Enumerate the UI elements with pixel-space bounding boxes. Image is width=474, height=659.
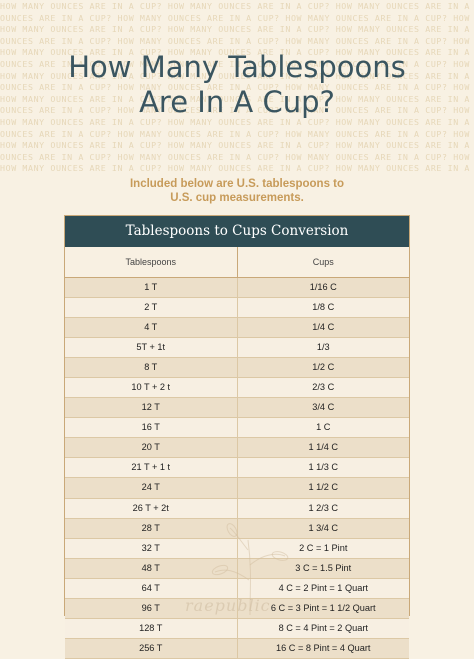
background-pattern-line: OUNCES ARE IN A CUP? HOW MANY OUNCES ARE… [0, 105, 474, 116]
tablespoons-cell: 21 T + 1 t [65, 458, 238, 478]
cups-cell: 3 C = 1.5 Pint [295, 562, 352, 573]
tablespoons-cell: 26 T + 2t [65, 498, 238, 518]
table-row: 26 T + 2t 1 2/3 C [65, 498, 409, 519]
watermark-text: raepublic [185, 596, 271, 615]
background-pattern-line: HOW MANY OUNCES ARE IN A CUP? HOW MANY O… [0, 70, 474, 81]
background-pattern-line: HOW MANY OUNCES ARE IN A CUP? HOW MANY O… [0, 163, 474, 174]
cups-cell: 1/2 C [312, 362, 335, 373]
cups-cell: 1 2/3 C [308, 502, 339, 513]
cups-cell: 4 C = 2 Pint = 1 Quart [278, 582, 368, 593]
cups-cell: 1 1/4 C [308, 442, 339, 453]
table-row: 32 T 2 C = 1 Pint [65, 538, 409, 559]
table-row: 8 T 1/2 C [65, 358, 409, 379]
background-pattern-line: HOW MANY OUNCES ARE IN A CUP? HOW MANY O… [0, 93, 474, 104]
cups-cell: 1/8 C [312, 302, 335, 313]
tablespoons-cell: 24 T [65, 478, 238, 498]
tablespoons-cell: 28 T [65, 518, 238, 538]
tablespoons-cell: 4 T [65, 318, 238, 338]
table-row: 1 T 1/16 C [65, 278, 409, 299]
tablespoons-cell: 5T + 1t [65, 338, 238, 358]
background-text-pattern: HOW MANY OUNCES ARE IN A CUP? HOW MANY O… [0, 0, 474, 176]
tablespoons-cell: 20 T [65, 438, 238, 458]
table-row: 48 T 3 C = 1.5 Pint [65, 558, 409, 579]
background-pattern-line: OUNCES ARE IN A CUP? HOW MANY OUNCES ARE… [0, 82, 474, 93]
conversion-table: Tablespoons to Cups Conversion Tablespoo… [64, 215, 410, 659]
table-row: 4 T 1/4 C [65, 318, 409, 339]
background-pattern-line: OUNCES ARE IN A CUP? HOW MANY OUNCES ARE… [0, 151, 474, 162]
background-pattern-line: HOW MANY OUNCES ARE IN A CUP? HOW MANY O… [0, 140, 474, 151]
tablespoons-cell: 48 T [65, 558, 238, 578]
cups-cell: 6 C = 3 Pint = 1 1/2 Quart [270, 602, 376, 613]
tablespoons-cell: 10 T + 2 t [65, 378, 238, 398]
cups-cell: 2/3 C [312, 382, 335, 393]
cups-cell: 1 1/2 C [308, 482, 339, 493]
cups-cell: 3/4 C [312, 402, 335, 413]
table-row: 16 T 1 C [65, 418, 409, 439]
subtitle: Included below are U.S. tablespoons to U… [0, 177, 474, 205]
background-pattern-line: HOW MANY OUNCES ARE IN A CUP? HOW MANY O… [0, 47, 474, 58]
table-row: 24 T 1 1/2 C [65, 478, 409, 499]
cups-cell: 1/3 [316, 342, 330, 353]
table-row: 2 T 1/8 C [65, 298, 409, 319]
background-pattern-line: HOW MANY OUNCES ARE IN A CUP? HOW MANY O… [0, 24, 474, 35]
table-row: 20 T 1 1/4 C [65, 438, 409, 459]
table-row: 64 T 4 C = 2 Pint = 1 Quart [65, 578, 409, 599]
table-column-headers: Tablespoons Cups [65, 247, 409, 278]
cups-cell: 16 C = 8 Pint = 4 Quart [276, 642, 371, 653]
column-header-tablespoons: Tablespoons [65, 247, 238, 277]
tablespoons-cell: 256 T [65, 638, 238, 658]
table-row: 256 T 16 C = 8 Pint = 4 Quart [65, 638, 409, 659]
table-title: Tablespoons to Cups Conversion [65, 216, 409, 247]
subtitle-line-2: U.S. cup measurements. [170, 192, 304, 204]
tablespoons-cell: 12 T [65, 398, 238, 418]
cups-cell: 1 C [316, 422, 331, 433]
tablespoons-cell: 8 T [65, 358, 238, 378]
background-pattern-line: OUNCES ARE IN A CUP? HOW MANY OUNCES ARE… [0, 12, 474, 23]
tablespoons-cell: 64 T [65, 578, 238, 598]
cups-cell: 8 C = 4 Pint = 2 Quart [278, 622, 368, 633]
background-pattern-line: OUNCES ARE IN A CUP? HOW MANY OUNCES ARE… [0, 35, 474, 46]
background-pattern-line: HOW MANY OUNCES ARE IN A CUP? HOW MANY O… [0, 1, 474, 11]
column-header-cups: Cups [312, 257, 334, 267]
table-row: 96 T 6 C = 3 Pint = 1 1/2 Quart [65, 598, 409, 619]
table-row: 10 T + 2 t 2/3 C [65, 378, 409, 399]
table-row: 12 T 3/4 C [65, 398, 409, 419]
table-row: 28 T 1 3/4 C [65, 518, 409, 539]
subtitle-line-1: Included below are U.S. tablespoons to [129, 178, 345, 190]
table-row: 128 T 8 C = 4 Pint = 2 Quart [65, 618, 409, 639]
background-pattern-line: OUNCES ARE IN A CUP? HOW MANY OUNCES ARE… [0, 58, 474, 69]
table-row: 5T + 1t 1/3 [65, 338, 409, 359]
tablespoons-cell: 96 T [65, 598, 238, 618]
table-row: 21 T + 1 t 1 1/3 C [65, 458, 409, 479]
cups-cell: 1 1/3 C [308, 462, 339, 473]
tablespoons-cell: 16 T [65, 418, 238, 438]
cups-cell: 1/16 C [309, 282, 337, 292]
cups-cell: 1 3/4 C [308, 522, 339, 533]
cups-cell: 2 C = 1 Pint [299, 542, 348, 553]
background-pattern-line: HOW MANY OUNCES ARE IN A CUP? HOW MANY O… [0, 116, 474, 127]
tablespoons-cell: 128 T [65, 618, 238, 638]
title-line-2: Are In A Cup? [139, 85, 335, 119]
cups-cell: 1/4 C [312, 322, 335, 333]
page-title: How Many Tablespoons Are In A Cup? [0, 50, 474, 120]
tablespoons-cell: 1 T [65, 278, 238, 298]
tablespoons-cell: 32 T [65, 538, 238, 558]
background-pattern-line: OUNCES ARE IN A CUP? HOW MANY OUNCES ARE… [0, 128, 474, 139]
tablespoons-cell: 2 T [65, 298, 238, 318]
title-line-1: How Many Tablespoons [68, 50, 406, 84]
